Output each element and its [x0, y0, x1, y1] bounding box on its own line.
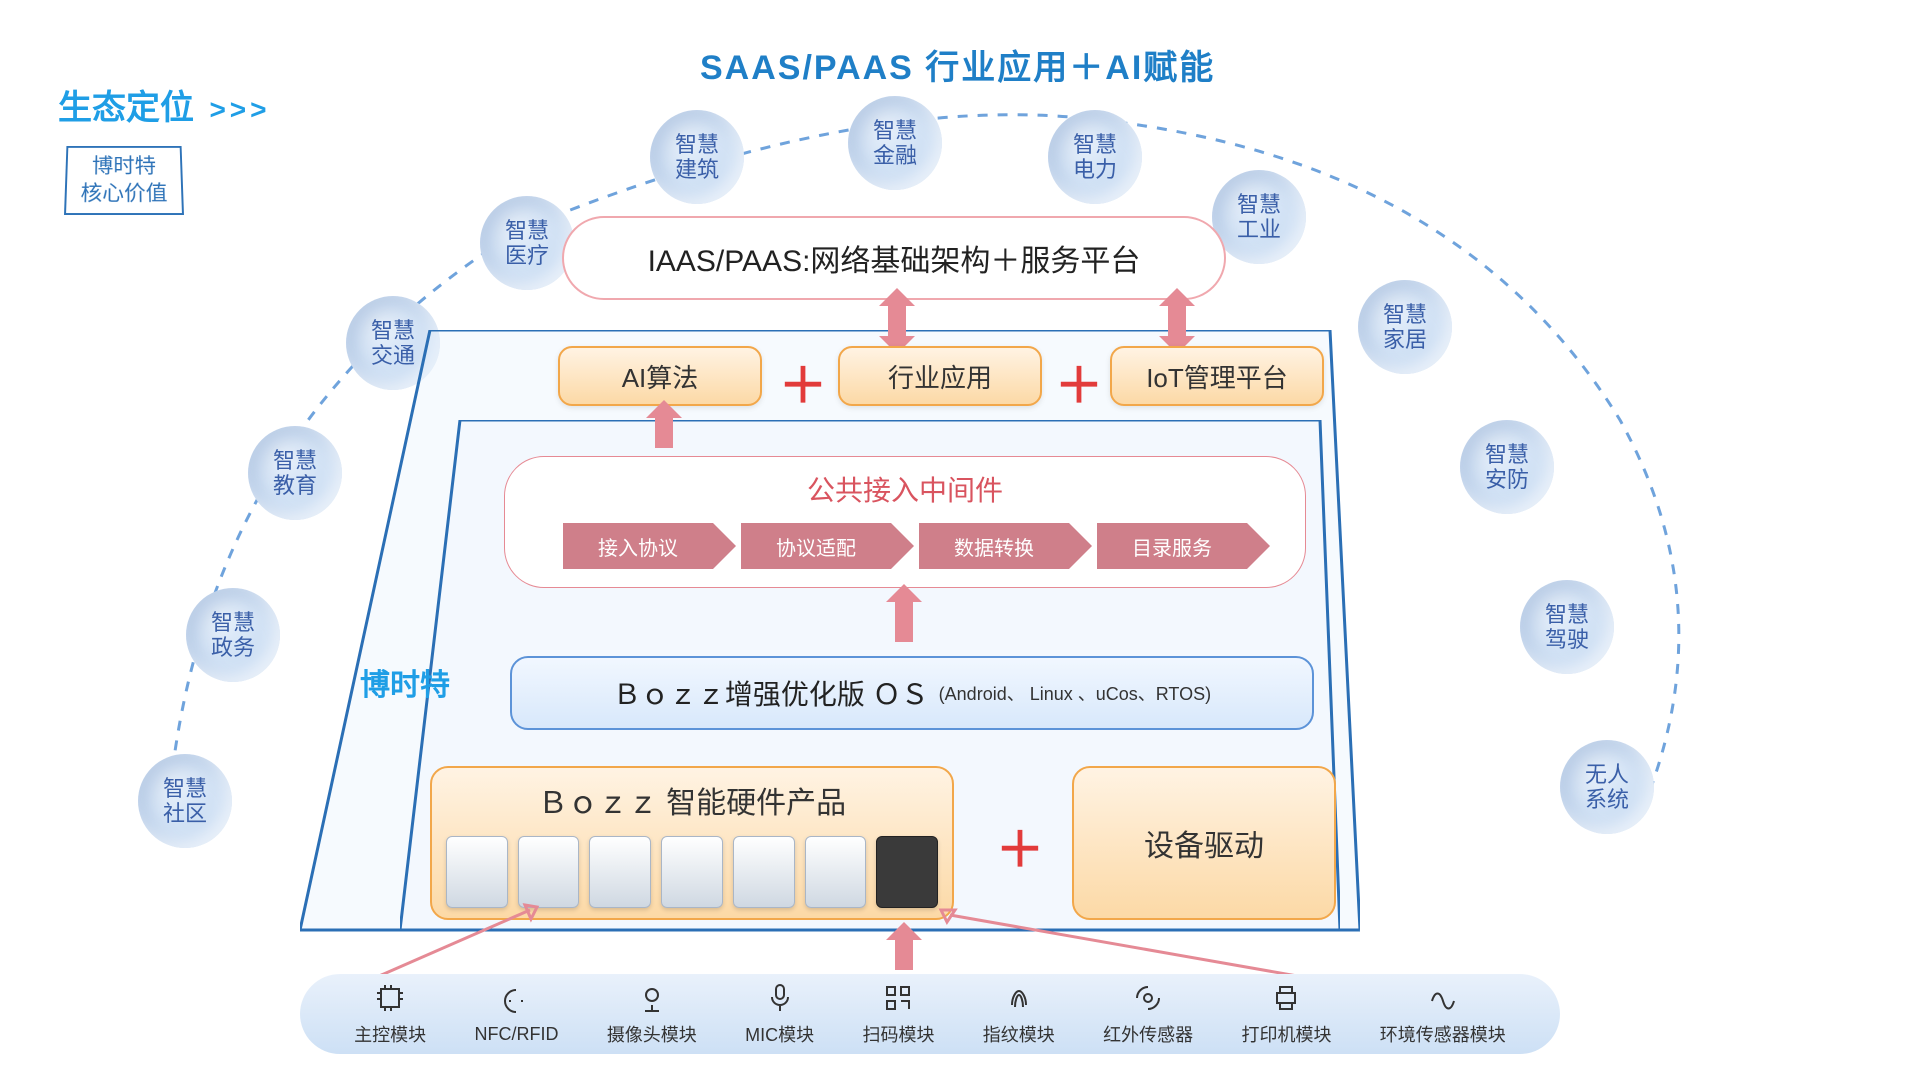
mw-step-1: 协议适配	[741, 523, 891, 569]
ir-icon	[1131, 981, 1165, 1015]
mw-step-3: 目录服务	[1097, 523, 1247, 569]
device-icon	[876, 836, 938, 908]
device-icon	[733, 836, 795, 908]
module-ir: 红外传感器	[1103, 981, 1193, 1047]
plus-3: ＋	[990, 810, 1050, 880]
mw-step-2: 数据转换	[919, 523, 1069, 569]
pill-ai: AI算法	[558, 346, 762, 406]
module-mic: MIC模块	[745, 981, 814, 1047]
sensor-icon	[1426, 981, 1460, 1015]
cloud-text: IAAS/PAAS:网络基础架构＋服务平台	[648, 236, 1141, 280]
bubble-right-4: 无人 系统	[1560, 740, 1654, 834]
device-icon	[805, 836, 867, 908]
bubble-top-0: 智慧 建筑	[650, 110, 744, 204]
arrow-mw-os	[895, 602, 913, 642]
diagram-root: SAAS/PAAS 行业应用＋AI赋能 生态定位 >>> 博时特 核心价值 智慧…	[0, 0, 1920, 1080]
module-bar: 主控模块 NFC/RFID 摄像头模块 MIC模块 扫码模块 指纹模块 红外传感…	[300, 974, 1560, 1054]
driver-box: 设备驱动	[1072, 766, 1336, 920]
bubble-left-3: 智慧 政务	[186, 588, 280, 682]
mw-step-0: 接入协议	[563, 523, 713, 569]
module-fingerprint: 指纹模块	[983, 981, 1055, 1047]
module-printer: 打印机模块	[1241, 981, 1331, 1047]
pill-industry: 行业应用	[838, 346, 1042, 406]
module-scan: 扫码模块	[862, 981, 934, 1047]
device-icon	[589, 836, 651, 908]
hardware-box: Ｂｏｚｚ 智能硬件产品	[430, 766, 954, 920]
qr-icon	[881, 981, 915, 1015]
bubble-left-0: 智慧 医疗	[480, 196, 574, 290]
module-nfc: NFC/RFID	[474, 984, 558, 1045]
bubble-left-4: 智慧 社区	[138, 754, 232, 848]
printer-icon	[1269, 981, 1303, 1015]
arrow-cloud-2	[1168, 306, 1186, 336]
arrow-ai-mw	[655, 418, 673, 448]
device-icon	[661, 836, 723, 908]
os-main: Ｂｏｚｚ增强优化版 ＯＳ	[613, 673, 929, 713]
nfc-icon	[499, 984, 533, 1018]
module-env: 环境传感器模块	[1380, 981, 1506, 1047]
os-sub: (Android、 Linux 、uCos、RTOS)	[939, 680, 1211, 706]
bubble-right-2: 智慧 安防	[1460, 420, 1554, 514]
middleware-box: 公共接入中间件 接入协议 协议适配 数据转换 目录服务	[504, 456, 1306, 588]
hardware-title: Ｂｏｚｚ 智能硬件产品	[432, 778, 952, 822]
bozz-label: 博时特	[360, 660, 450, 704]
bubble-top-1: 智慧 金融	[848, 96, 942, 190]
bubble-right-3: 智慧 驾驶	[1520, 580, 1614, 674]
mic-icon	[763, 981, 797, 1015]
device-icon	[446, 836, 508, 908]
arrow-cloud-1	[888, 306, 906, 336]
pill-iot: IoT管理平台	[1110, 346, 1324, 406]
fingerprint-icon	[1002, 981, 1036, 1015]
camera-icon	[635, 981, 669, 1015]
middleware-title: 公共接入中间件	[505, 469, 1305, 509]
module-camera: 摄像头模块	[607, 981, 697, 1047]
os-bar: Ｂｏｚｚ增强优化版 ＯＳ (Android、 Linux 、uCos、RTOS)	[510, 656, 1314, 730]
chip-icon	[373, 981, 407, 1015]
plus-1: ＋	[778, 346, 828, 416]
module-cpu: 主控模块	[354, 981, 426, 1047]
bubble-top-2: 智慧 电力	[1048, 110, 1142, 204]
device-icon	[518, 836, 580, 908]
bubble-right-0: 智慧 工业	[1212, 170, 1306, 264]
plus-2: ＋	[1054, 346, 1104, 416]
bubble-right-1: 智慧 家居	[1358, 280, 1452, 374]
